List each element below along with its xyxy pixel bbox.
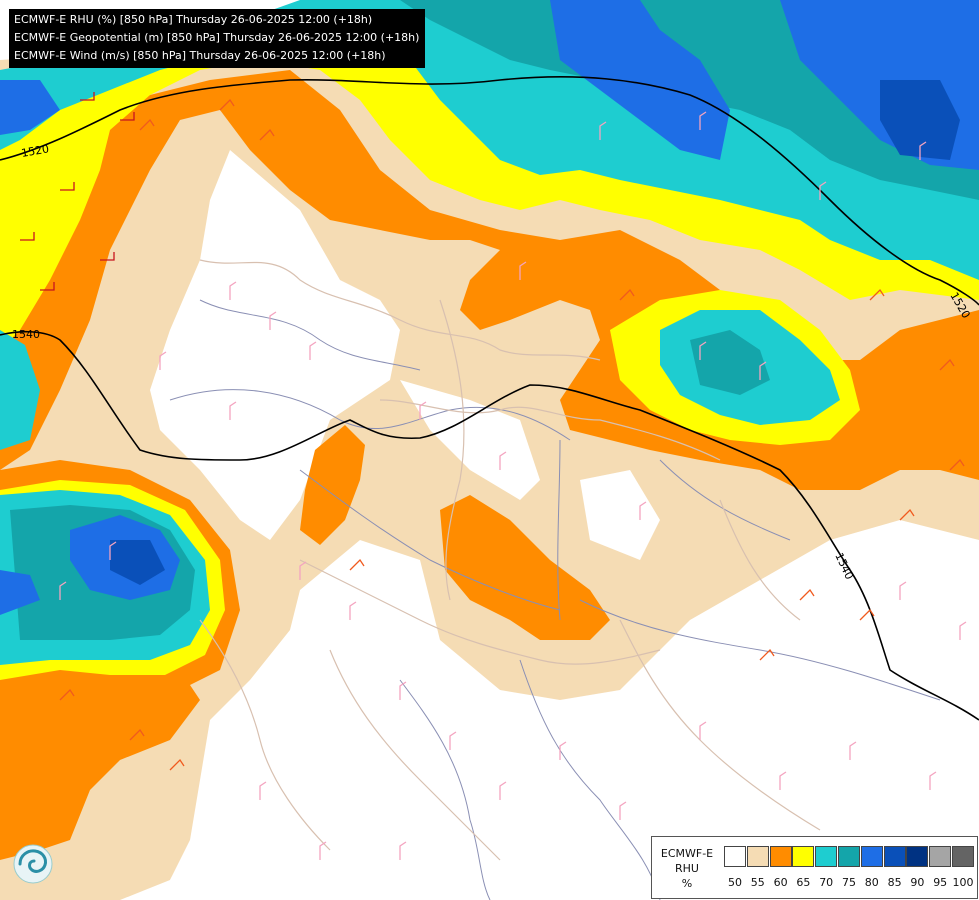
contour-1540-line [0, 330, 979, 721]
ecmwf-swirl-icon [12, 843, 54, 885]
rhu-legend: ECMWF-E RHU % 50 55 60 65 70 75 80 85 90 95 100 [651, 836, 978, 899]
legend-swatch [906, 846, 929, 867]
legend-level-label: 50 [728, 876, 742, 889]
legend-swatch [769, 846, 792, 867]
legend-swatch [883, 846, 906, 867]
geopotential-contours [0, 76, 979, 721]
legend-level-label: 60 [773, 876, 788, 889]
legend-level-label: 90 [910, 876, 925, 889]
rhu-85-area-northeast [880, 80, 960, 160]
legend-swatches [724, 846, 975, 867]
rhu-60-area-southwest [0, 640, 200, 860]
legend-level-label: 95 [933, 876, 948, 889]
rhu-80-area-north [550, 0, 730, 160]
borders [199, 259, 821, 861]
rhu-60-area-croatia [300, 425, 365, 545]
title-wind: ECMWF-E Wind (m/s) [850 hPa] Thursday 26… [14, 49, 386, 62]
contour-label: 1540 [12, 328, 40, 341]
rhu-60-area-center [440, 495, 610, 640]
legend-swatch [860, 846, 883, 867]
legend-swatch [724, 846, 746, 867]
rivers [169, 299, 941, 900]
map-title-box: ECMWF-E RHU (%) [850 hPa] Thursday 26-06… [9, 9, 426, 68]
legend-title-line1: ECMWF-E [660, 847, 714, 860]
legend-title-line2: RHU [675, 862, 699, 875]
legend-level-label: 85 [887, 876, 902, 889]
rhu-75-area-east [690, 330, 770, 395]
contour-label: 1520 [20, 142, 50, 160]
legend-unit: % [681, 877, 693, 890]
legend-swatch [951, 846, 974, 867]
rhu-dry-area-south [160, 520, 979, 900]
legend-swatch [746, 846, 769, 867]
legend-swatch [792, 846, 815, 867]
legend-swatch [815, 846, 838, 867]
rhu-85-area-west [110, 540, 165, 585]
legend-level-label: 75 [842, 876, 856, 889]
legend-level-label: 80 [864, 876, 879, 889]
legend-level-label: 55 [750, 876, 765, 889]
rhu-dry-area-west [150, 150, 400, 540]
title-rhu: ECMWF-E RHU (%) [850 hPa] Thursday 26-06… [14, 13, 373, 26]
legend-title: ECMWF-E RHU % [656, 846, 718, 891]
rhu-dry-area-center [400, 380, 540, 500]
contour-1520-line [0, 76, 979, 306]
legend-swatch [929, 846, 952, 867]
legend-level-label: 70 [819, 876, 834, 889]
rhu-70-area-west-edge [0, 330, 40, 450]
rhu-80-area-west-edge [0, 570, 40, 615]
wind-barbs [20, 92, 967, 860]
rhu-dry-area-east [580, 470, 660, 560]
title-geopotential: ECMWF-E Geopotential (m) [850 hPa] Thurs… [14, 31, 420, 44]
legend-level-label: 65 [796, 876, 811, 889]
rhu-80-area-north-west-edge [0, 80, 60, 135]
legend-level-label: 100 [952, 876, 974, 889]
legend-swatch [837, 846, 860, 867]
